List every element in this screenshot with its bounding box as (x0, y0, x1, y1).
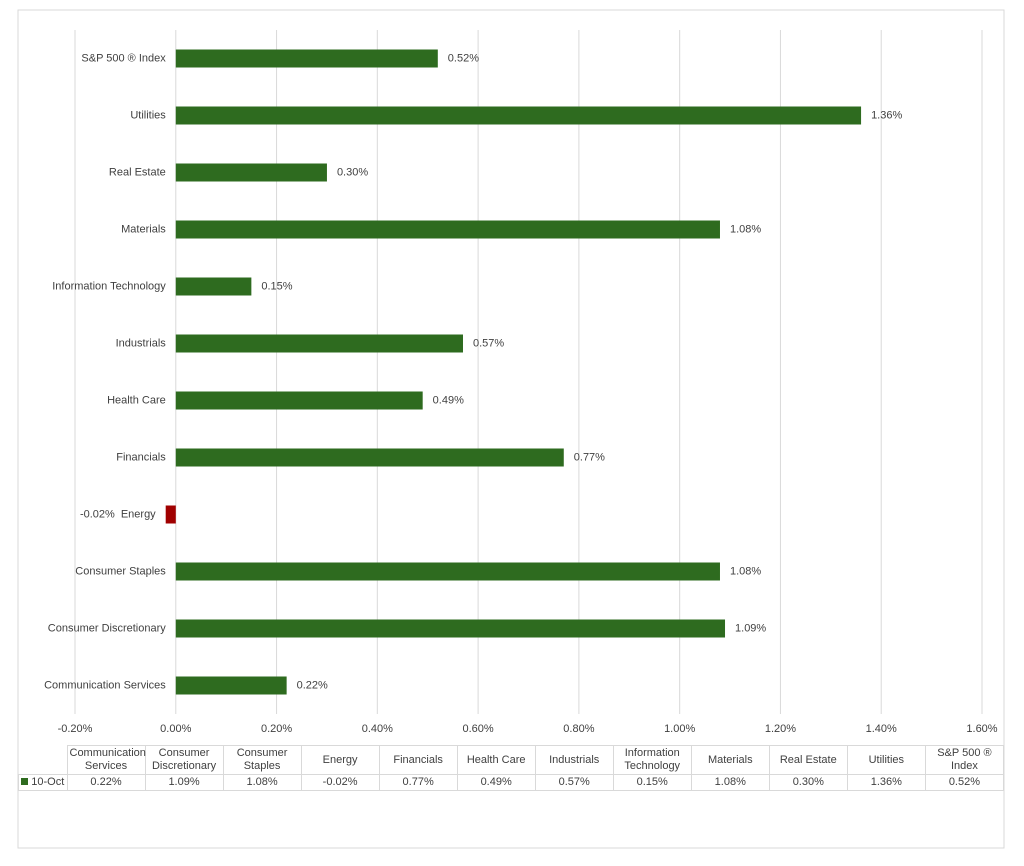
x-tick-label: 0.80% (563, 723, 594, 735)
bar (175, 106, 862, 125)
bar (175, 619, 726, 638)
table-header-cell: Industrials (534, 745, 614, 775)
data-label: 0.22% (297, 679, 328, 691)
table-value-cell: 0.49% (456, 774, 536, 791)
table-header-cell: Consumer Staples (222, 745, 302, 775)
legend-label: 10-Oct (31, 776, 65, 788)
table-header-cell: Financials (378, 745, 458, 775)
data-label: 1.08% (730, 565, 761, 577)
category-label: Health Care (107, 394, 166, 406)
category-label: Real Estate (109, 166, 166, 178)
table-value-cell: 0.30% (768, 774, 848, 791)
category-label: Consumer Discretionary (48, 622, 166, 634)
bar (175, 391, 423, 410)
table-value-cell: -0.02% (300, 774, 380, 791)
category-label: Materials (121, 223, 166, 235)
bar (175, 448, 564, 467)
data-label: 0.30% (337, 166, 368, 178)
table-header-cell: Consumer Discretionary (144, 745, 224, 775)
chart-frame (17, 9, 1005, 849)
table-value-cell: 0.57% (534, 774, 614, 791)
x-tick-label: 0.40% (362, 723, 393, 735)
table-header-cell: Energy (300, 745, 380, 775)
bar (175, 277, 252, 296)
data-label: 1.09% (735, 622, 766, 634)
bar (175, 676, 287, 695)
category-label: S&P 500 ® Index (81, 52, 166, 64)
data-label: 1.36% (871, 109, 902, 121)
category-label: Energy (121, 508, 156, 520)
table-header-cell: Information Technology (612, 745, 692, 775)
data-label: 1.08% (730, 223, 761, 235)
data-label: 0.57% (473, 337, 504, 349)
table-value-cell: 1.08% (690, 774, 770, 791)
data-label: 0.52% (448, 52, 479, 64)
category-label: Communication Services (44, 679, 166, 691)
x-tick-label: 1.40% (866, 723, 897, 735)
x-tick-label: 0.00% (160, 723, 191, 735)
table-header-cell: Communication Services (66, 745, 146, 775)
x-tick-label: -0.20% (58, 723, 93, 735)
table-value-cell: 1.36% (846, 774, 926, 791)
bar (175, 562, 720, 581)
table-value-cell: 0.15% (612, 774, 692, 791)
table-corner (18, 745, 68, 775)
category-label: Financials (116, 451, 166, 463)
table-value-cell: 0.22% (66, 774, 146, 791)
data-label: -0.02% (80, 508, 115, 520)
data-label: 0.15% (261, 280, 292, 292)
category-label: Information Technology (52, 280, 166, 292)
bar (175, 163, 327, 182)
x-tick-label: 1.00% (664, 723, 695, 735)
x-tick-label: 1.20% (765, 723, 796, 735)
bar (175, 334, 463, 353)
x-tick-label: 0.20% (261, 723, 292, 735)
table-header-cell: S&P 500 ® Index (924, 745, 1005, 775)
data-label: 0.77% (574, 451, 605, 463)
table-header-cell: Real Estate (768, 745, 848, 775)
bar (165, 505, 176, 524)
table-value-row: 10-Oct 0.22% 1.09% 1.08% -0.02% 0.77% 0.49% 0.5… (18, 774, 1005, 791)
legend-cell: 10-Oct (18, 774, 68, 791)
table-header-cell: Utilities (846, 745, 926, 775)
table-value-cell: 1.08% (222, 774, 302, 791)
data-label: 0.49% (433, 394, 464, 406)
category-label: Utilities (130, 109, 166, 121)
table-value-cell: 0.77% (378, 774, 458, 791)
x-tick-label: 1.60% (966, 723, 997, 735)
category-label: Consumer Staples (75, 565, 166, 577)
table-value-cell: 0.52% (924, 774, 1005, 791)
table-value-cell: 1.09% (144, 774, 224, 791)
table-header-row: Communication Services Consumer Discretio… (18, 745, 1005, 775)
bar (175, 220, 720, 239)
table-header-cell: Materials (690, 745, 770, 775)
x-tick-label: 0.60% (463, 723, 494, 735)
category-label: Industrials (116, 337, 167, 349)
bar (175, 49, 438, 68)
legend-key (21, 778, 29, 785)
data-table: Communication Services Consumer Discretio… (18, 745, 1005, 791)
table-header-cell: Health Care (456, 745, 536, 775)
